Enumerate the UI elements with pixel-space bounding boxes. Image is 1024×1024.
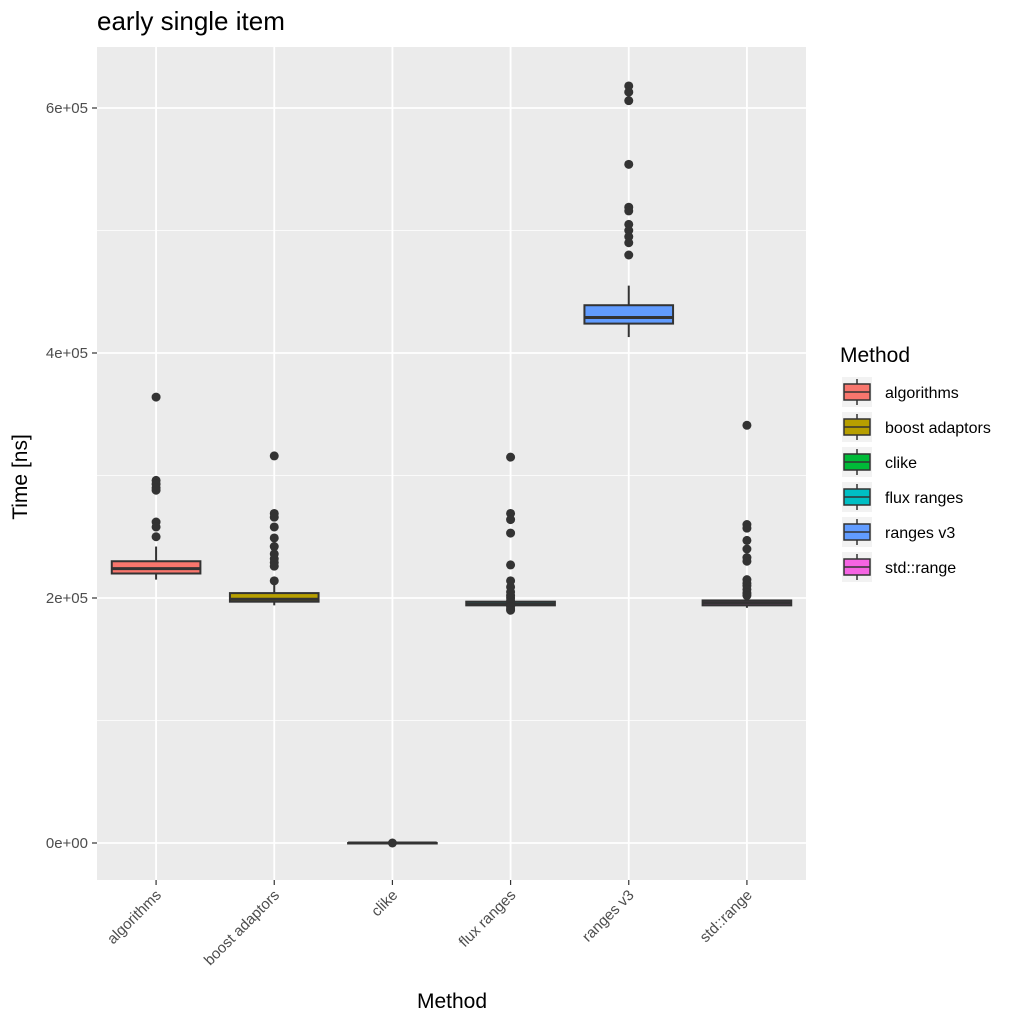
outlier-point — [269, 533, 279, 543]
outlier-point — [742, 523, 752, 533]
legend-item: ranges v3 — [842, 517, 955, 547]
box-boost-adaptors — [228, 451, 320, 606]
legend-item: std::range — [842, 552, 956, 582]
plot-panel — [97, 47, 806, 880]
outlier-point — [742, 544, 752, 554]
x-axis: algorithms boost adaptors clike flux ranges… — [104, 880, 756, 969]
outlier-point — [269, 542, 279, 552]
outlier-point — [742, 535, 752, 545]
boxes — [110, 81, 793, 848]
y-tick-label: 4e+05 — [46, 345, 88, 362]
x-tick-label: boost adaptors — [201, 887, 283, 969]
legend-item: algorithms — [842, 377, 959, 407]
outlier-point — [506, 452, 516, 462]
grid-major — [97, 47, 806, 880]
y-axis: 0e+00 2e+05 4e+05 6e+05 — [46, 100, 97, 852]
y-tick-label: 0e+00 — [46, 835, 88, 852]
legend-title: Method — [840, 344, 910, 367]
outlier-point — [506, 560, 516, 570]
outlier-point — [151, 485, 161, 495]
box-clike — [347, 838, 438, 848]
outlier-point — [269, 451, 279, 461]
y-axis-title: Time [ns] — [9, 434, 32, 520]
legend-item: boost adaptors — [842, 412, 991, 442]
legend-label: algorithms — [885, 385, 959, 402]
outlier-point — [506, 528, 516, 538]
x-tick-label: ranges v3 — [579, 887, 638, 946]
outlier-point — [151, 392, 161, 402]
outlier-point — [624, 96, 634, 106]
grid-minor — [97, 230, 806, 721]
x-tick-label: algorithms — [104, 887, 165, 948]
outlier-point — [387, 838, 397, 848]
legend-label: boost adaptors — [885, 420, 991, 437]
outlier-point — [624, 159, 634, 169]
outlier-point — [269, 512, 279, 522]
x-tick-label: clike — [368, 887, 401, 920]
x-axis-title: Method — [417, 990, 487, 1013]
y-tick-label: 2e+05 — [46, 590, 88, 607]
outlier-point — [742, 420, 752, 430]
outlier-point — [742, 591, 752, 601]
legend-label: ranges v3 — [885, 525, 955, 542]
box-std-range — [701, 420, 793, 608]
legend-label: clike — [885, 455, 917, 472]
outlier-point — [624, 206, 634, 216]
x-tick-label: flux ranges — [456, 887, 520, 951]
box-flux-ranges — [465, 452, 556, 615]
outlier-point — [624, 238, 634, 248]
box-iqr — [583, 304, 675, 325]
outlier-point — [269, 522, 279, 532]
outlier-point — [742, 556, 752, 566]
outlier-point — [624, 87, 634, 97]
outlier-point — [624, 250, 634, 260]
chart-title: early single item — [97, 6, 285, 36]
outlier-point — [151, 522, 161, 532]
legend-label: std::range — [885, 560, 956, 577]
outlier-point — [506, 515, 516, 525]
outlier-point — [506, 605, 516, 615]
outlier-point — [151, 532, 161, 542]
box-ranges-v3 — [583, 81, 675, 338]
legend-item: clike — [842, 447, 917, 477]
legend-label: flux ranges — [885, 490, 963, 507]
legend-item: flux ranges — [842, 482, 963, 512]
legend: Method algorithms boost adaptors clike flux… — [840, 344, 991, 582]
outlier-point — [269, 561, 279, 571]
x-tick-label: std::range — [697, 887, 756, 946]
outlier-point — [269, 576, 279, 586]
box-iqr — [228, 592, 320, 603]
box-algorithms — [110, 392, 202, 580]
y-tick-label: 6e+05 — [46, 100, 88, 117]
